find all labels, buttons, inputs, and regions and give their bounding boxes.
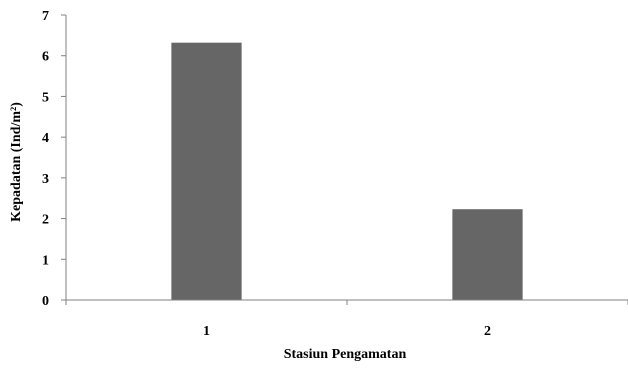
labels-layer: 0 1 2 3 4 5 6 7 1 2: [42, 9, 491, 339]
axes-layer: [61, 14, 628, 305]
x-axis-title: Stasiun Pengamatan: [284, 347, 407, 362]
y-tick-label-5: 5: [42, 90, 49, 105]
bar-1: [171, 42, 242, 300]
y-tick-label-7: 7: [42, 9, 49, 24]
y-tick-label-6: 6: [42, 50, 49, 65]
y-tick-label-4: 4: [42, 131, 49, 146]
y-tick-label-1: 1: [42, 253, 49, 268]
y-tick-label-3: 3: [42, 172, 49, 187]
y-tick-label-2: 2: [42, 213, 49, 228]
y-axis-title: Kepadatan (Ind/m²): [9, 102, 24, 222]
x-tick-label-2: 2: [484, 324, 491, 339]
y-tick-label-0: 0: [42, 294, 49, 309]
bars-layer: [171, 42, 523, 300]
bar-2: [452, 209, 523, 300]
x-tick-label-1: 1: [203, 324, 210, 339]
